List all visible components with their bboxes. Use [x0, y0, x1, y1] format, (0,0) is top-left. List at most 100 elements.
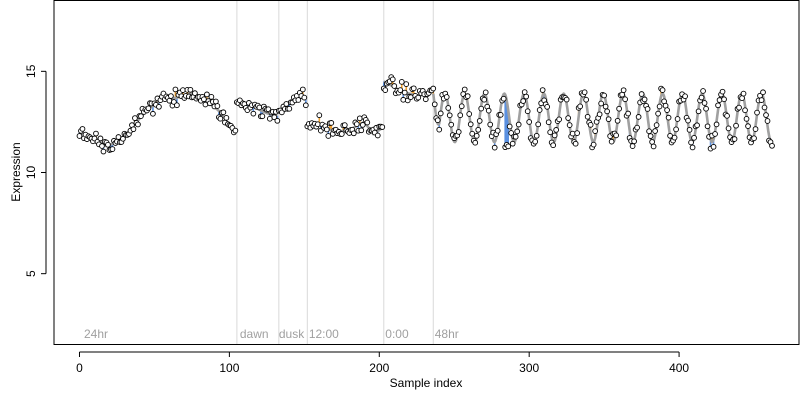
data-point	[494, 127, 501, 134]
data-point	[208, 93, 215, 100]
data-point	[415, 94, 422, 101]
data-point	[605, 116, 612, 123]
data-point	[316, 112, 323, 119]
data-point	[736, 104, 742, 111]
time-annotation: dusk	[279, 327, 305, 341]
data-point	[629, 143, 636, 149]
data-point	[475, 126, 482, 133]
data-point	[135, 121, 141, 128]
data-point	[583, 96, 589, 103]
data-point	[464, 93, 471, 99]
data-point	[553, 127, 560, 133]
data-point	[671, 134, 678, 141]
data-point	[592, 128, 598, 134]
data-point	[622, 96, 628, 103]
data-point	[302, 102, 309, 109]
data-point	[745, 123, 751, 129]
data-point	[436, 126, 443, 133]
data-point	[721, 96, 727, 103]
data-point	[382, 87, 389, 93]
data-point	[686, 126, 693, 133]
data-point	[682, 93, 688, 100]
data-point	[725, 125, 732, 132]
data-point	[598, 100, 604, 107]
data-point	[646, 128, 652, 135]
data-point	[130, 126, 137, 133]
data-point	[710, 143, 717, 150]
data-point	[653, 122, 660, 128]
data-point	[274, 117, 281, 124]
data-point	[328, 120, 335, 126]
data-point	[100, 148, 107, 155]
data-point	[625, 110, 631, 117]
data-point	[76, 133, 83, 139]
data-point	[761, 104, 768, 111]
data-point	[602, 103, 609, 110]
data-point	[356, 115, 363, 122]
data-point	[445, 105, 452, 111]
data-point	[338, 131, 345, 137]
data-point	[223, 114, 230, 121]
data-point	[569, 130, 576, 137]
data-point	[509, 140, 516, 147]
data-point	[523, 93, 530, 100]
data-point	[701, 100, 708, 106]
data-point	[539, 87, 546, 93]
data-point	[751, 135, 757, 142]
data-point	[731, 136, 738, 142]
data-point	[455, 129, 462, 135]
data-point	[105, 141, 111, 148]
data-point	[512, 133, 519, 140]
data-point	[685, 117, 691, 124]
data-point	[431, 101, 438, 108]
data-point	[204, 91, 210, 98]
data-point	[364, 119, 371, 126]
data-point	[694, 122, 700, 129]
data-point	[742, 107, 748, 114]
data-point	[674, 116, 681, 122]
plot-frame	[53, 0, 800, 345]
data-point	[506, 123, 513, 130]
data-point	[443, 94, 450, 100]
data-point	[109, 146, 116, 152]
data-point	[613, 132, 619, 139]
data-point	[389, 76, 396, 83]
data-point	[596, 111, 603, 118]
x-tick-label: 0	[76, 361, 83, 375]
data-point	[536, 107, 543, 113]
data-point	[403, 81, 410, 87]
x-axis-label: Sample index	[390, 376, 463, 390]
data-point	[584, 113, 591, 120]
data-point	[323, 126, 330, 133]
data-point	[520, 98, 527, 104]
data-point	[743, 115, 750, 122]
y-axis: 5 10 15	[24, 64, 47, 277]
data-point	[752, 126, 759, 132]
data-point	[476, 118, 483, 124]
time-annotation: 48hr	[435, 327, 459, 341]
data-point	[601, 92, 607, 99]
data-point	[473, 132, 480, 139]
data-point	[508, 130, 515, 136]
data-point	[359, 122, 366, 128]
y-tick-label: 5	[24, 270, 38, 277]
data-point	[724, 112, 730, 119]
data-point	[532, 138, 539, 145]
data-point	[397, 87, 404, 93]
data-point	[481, 96, 488, 103]
data-point	[461, 86, 468, 93]
data-point	[301, 94, 308, 101]
data-point	[374, 132, 381, 139]
data-point	[401, 89, 408, 96]
data-point	[156, 103, 162, 110]
data-point	[458, 103, 465, 110]
data-point	[457, 112, 464, 119]
x-tick-label: 200	[369, 361, 389, 375]
data-point	[760, 89, 766, 96]
data-point	[700, 88, 706, 94]
data-point	[391, 83, 398, 89]
data-point	[279, 109, 285, 116]
data-point	[581, 89, 588, 96]
